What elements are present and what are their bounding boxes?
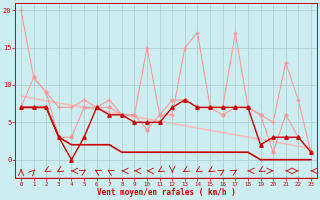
X-axis label: Vent moyen/en rafales ( km/h ): Vent moyen/en rafales ( km/h ) (97, 188, 236, 197)
